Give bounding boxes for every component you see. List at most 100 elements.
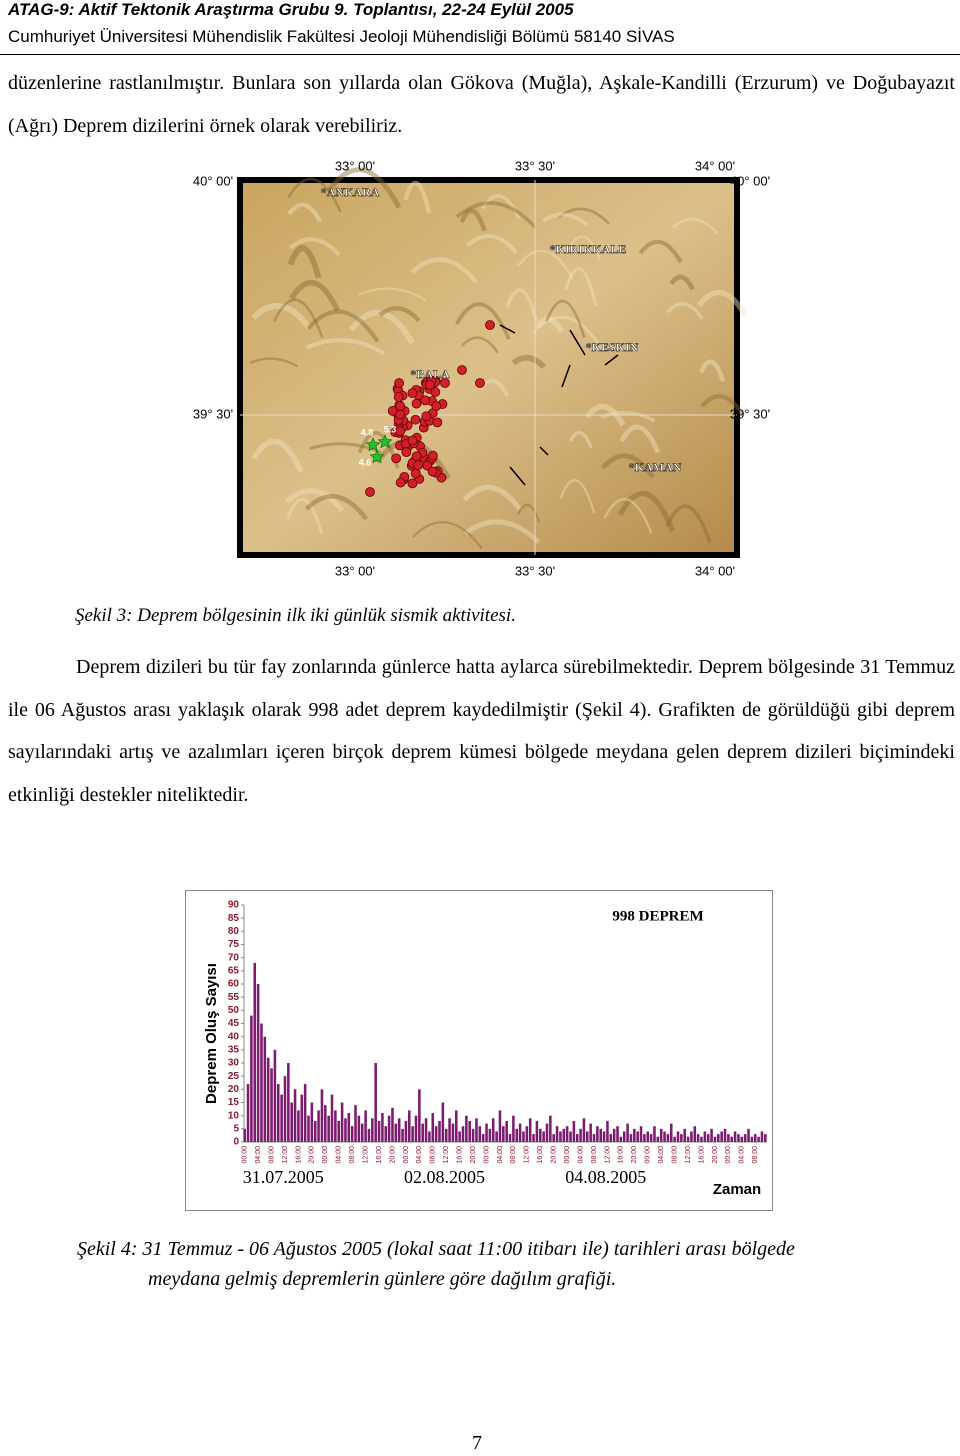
mainshock-star — [369, 449, 385, 464]
ridge — [466, 233, 519, 255]
epicenter — [475, 378, 485, 388]
bar — [441, 1102, 445, 1142]
bar — [340, 1102, 344, 1142]
ridge — [287, 202, 323, 223]
x-tick-label: 04:00 — [658, 1146, 665, 1164]
ridge — [545, 299, 586, 338]
bar — [505, 1120, 508, 1142]
bar — [740, 1136, 744, 1142]
epicenter — [407, 388, 418, 399]
ridge — [251, 302, 311, 329]
x-tick-label: 12:00 — [685, 1146, 692, 1164]
ridge — [251, 438, 304, 473]
bar — [572, 1120, 576, 1142]
bar — [750, 1136, 754, 1142]
bar — [727, 1134, 730, 1142]
bar — [330, 1094, 334, 1142]
bar — [502, 1126, 505, 1142]
bar — [303, 1084, 307, 1142]
bar — [559, 1131, 562, 1142]
ridge — [480, 194, 521, 220]
bar — [374, 1063, 377, 1142]
bar — [297, 1110, 300, 1142]
ridge — [410, 257, 478, 284]
bar — [458, 1131, 461, 1142]
bar — [455, 1110, 458, 1142]
bar — [612, 1128, 616, 1142]
y-tick-label: 20 — [228, 1084, 240, 1095]
x-tick-label: 08:00 — [752, 1146, 759, 1164]
bar — [310, 1102, 314, 1142]
page-number: 7 — [472, 1432, 482, 1454]
epicenter — [410, 414, 421, 425]
ridge — [534, 316, 565, 334]
bar — [659, 1128, 663, 1142]
bar — [582, 1118, 586, 1142]
epicenter — [425, 380, 435, 390]
paragraph: Deprem dizileri bu tür fay zonlarında gü… — [8, 656, 955, 806]
bar — [260, 1023, 263, 1142]
bar — [397, 1118, 401, 1142]
epicenter — [395, 426, 406, 437]
ridge — [532, 315, 601, 346]
epicenter — [440, 378, 450, 388]
bar — [451, 1123, 455, 1142]
bar — [287, 1063, 290, 1142]
ridge — [454, 302, 511, 341]
bar — [586, 1131, 589, 1142]
bar — [387, 1115, 391, 1142]
bar — [538, 1128, 542, 1142]
ridge — [558, 207, 610, 225]
bar — [713, 1136, 717, 1142]
x-tick-label: 00:00 — [322, 1146, 329, 1164]
place-label: *KESKIN — [586, 340, 639, 354]
epicenter — [427, 450, 438, 461]
epicenter — [393, 392, 404, 402]
bar — [575, 1134, 579, 1142]
place-label: *BALA — [410, 367, 450, 381]
epicenter — [457, 365, 467, 375]
ridge — [460, 336, 499, 354]
bar — [256, 984, 260, 1142]
ridge — [665, 504, 712, 544]
x-tick-label: 00:00 — [564, 1146, 571, 1164]
bar — [596, 1126, 599, 1142]
bar — [619, 1136, 623, 1142]
bar — [545, 1123, 549, 1142]
bar — [663, 1131, 666, 1142]
bar — [649, 1134, 653, 1142]
epicenter — [411, 451, 422, 462]
epicenter — [395, 477, 406, 488]
map-tick-label: 40° 00' — [730, 173, 770, 188]
bar — [461, 1126, 465, 1142]
ridge — [700, 394, 744, 416]
ridge — [459, 208, 487, 232]
x-tick-label: 04:00 — [255, 1146, 262, 1164]
y-tick-label: 10 — [228, 1110, 240, 1121]
bar — [626, 1123, 629, 1142]
bar — [656, 1136, 660, 1142]
map-tick-label: 39° 30' — [730, 406, 770, 421]
header-subtitle: Cumhuriyet Üniversitesi Mühendislik Fakü… — [8, 27, 675, 46]
bar — [737, 1134, 740, 1142]
x-tick-label: 08:00 — [671, 1146, 678, 1164]
bar — [421, 1123, 424, 1142]
map-tick-label: 39° 30' — [193, 406, 233, 421]
bar — [246, 1084, 250, 1142]
ridge — [567, 235, 602, 261]
x-tick-label: 00:00 — [403, 1146, 410, 1164]
epicenter — [413, 460, 424, 470]
bar — [525, 1126, 529, 1142]
bar — [706, 1134, 710, 1142]
x-tick-label: 00:00 — [645, 1146, 652, 1164]
bar — [589, 1123, 592, 1142]
epicenter — [432, 417, 443, 428]
ridge — [542, 212, 589, 227]
bar — [448, 1118, 451, 1142]
epicenter — [407, 435, 418, 446]
ridge — [603, 498, 653, 534]
x-tick-label: 12:00 — [362, 1146, 369, 1164]
date-label: 02.08.2005 — [404, 1167, 485, 1187]
bar — [317, 1110, 320, 1142]
epicenter — [431, 401, 442, 411]
